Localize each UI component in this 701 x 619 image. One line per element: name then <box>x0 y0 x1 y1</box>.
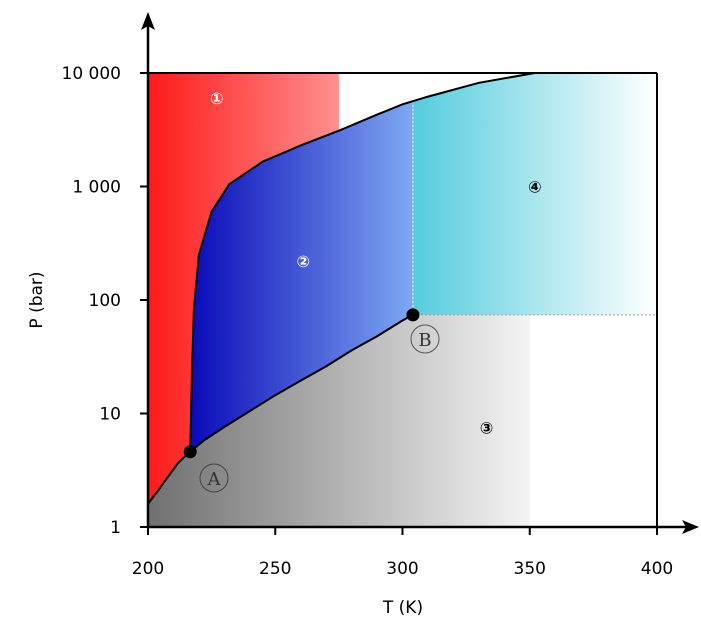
x-tick-label: 200 <box>132 559 164 579</box>
region-gas-area <box>148 314 530 527</box>
x-tick-label: 300 <box>386 559 418 579</box>
region-liquid-area <box>190 101 413 452</box>
x-tick-label: 400 <box>641 559 673 579</box>
y-axis-arrow-icon <box>141 12 155 30</box>
y-tick-label: 100 <box>89 291 121 311</box>
region-label-3: ③ <box>480 419 494 438</box>
x-axis-arrow-icon <box>682 520 699 534</box>
region-label-2: ② <box>296 252 310 271</box>
y-tick-label: 10 <box>99 405 121 425</box>
region-solid-area <box>148 73 339 504</box>
critical-point-label-circle <box>410 324 440 354</box>
vaporization-curve <box>189 313 414 453</box>
triple-point-label-circle <box>199 463 229 493</box>
critical-point-marker <box>406 308 420 322</box>
y-tick-label: 10 000 <box>62 64 121 84</box>
x-tick-label: 350 <box>514 559 546 579</box>
region-label-4: ④ <box>528 178 542 197</box>
y-tick-label: 1 000 <box>72 178 121 198</box>
sublimation-curve <box>148 451 191 505</box>
x-axis-title: T (K) <box>382 598 423 618</box>
y-tick-label: 1 <box>110 518 121 538</box>
melting-curve <box>189 73 535 452</box>
region-supercritical-area <box>412 73 657 315</box>
x-tick-label: 250 <box>259 559 291 579</box>
region-label-1: ① <box>210 89 224 108</box>
y-axis-title: P (bar) <box>27 271 47 328</box>
triple-point-marker <box>183 445 197 459</box>
critical-point-label: B <box>418 330 431 351</box>
triple-point-label: A <box>207 469 222 490</box>
